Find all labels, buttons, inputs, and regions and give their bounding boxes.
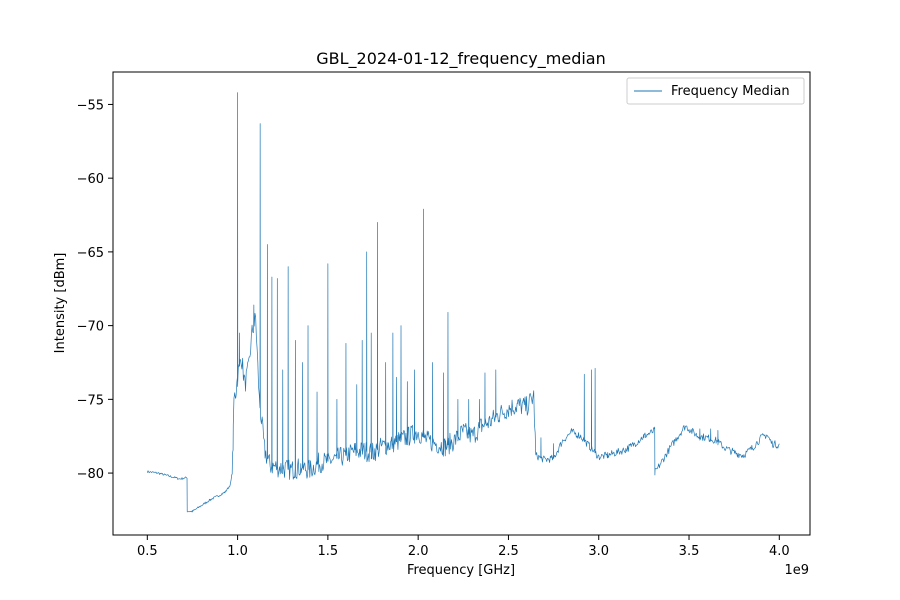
chart-title: GBL_2024-01-12_frequency_median [316, 49, 606, 69]
x-axis-offset-label: 1e9 [784, 563, 809, 578]
y-tick-label: −70 [77, 320, 104, 335]
x-tick-label: 3.5 [679, 544, 700, 559]
x-tick-label: 1.0 [227, 544, 248, 559]
legend: Frequency Median [626, 77, 805, 105]
x-axis: 0.5 1.0 1.5 2.0 2.5 3.0 3.5 4.0 [137, 535, 790, 559]
y-tick-label: −65 [77, 246, 104, 261]
x-tick-label: 0.5 [137, 544, 158, 559]
y-axis: −80 −75 −70 −65 −60 −55 [77, 98, 113, 482]
y-tick-label: −55 [77, 98, 104, 113]
y-tick-label: −75 [77, 393, 104, 408]
y-axis-label: Intensity [dBm] [53, 253, 68, 354]
y-tick-label: −80 [77, 467, 104, 482]
plot-frame [112, 71, 811, 536]
x-tick-label: 4.0 [769, 544, 790, 559]
legend-label: Frequency Median [671, 84, 790, 99]
x-axis-label: Frequency [GHz] [407, 563, 515, 578]
legend-box [626, 77, 805, 105]
plot-area [146, 92, 780, 513]
x-tick-label: 3.0 [588, 544, 609, 559]
x-tick-label: 2.0 [408, 544, 429, 559]
x-tick-label: 2.5 [498, 544, 519, 559]
y-tick-label: −60 [77, 172, 104, 187]
x-tick-label: 1.5 [318, 544, 339, 559]
series-line [146, 92, 780, 513]
